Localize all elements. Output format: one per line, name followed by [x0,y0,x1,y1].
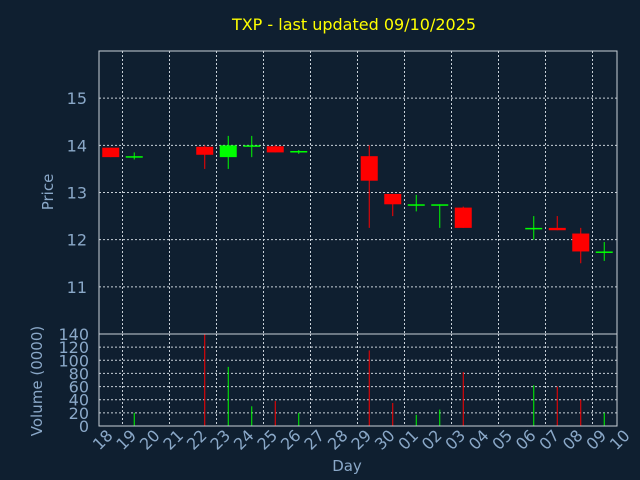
price-tick-label: 14 [67,136,87,155]
candle-body [572,233,590,252]
candle-body [454,207,472,228]
candle-body [595,251,613,253]
candle-body [384,193,402,205]
candle-body [548,227,566,231]
volume-tick-label: 60 [69,378,89,397]
candle-body [360,156,378,181]
price-tick-label: 13 [67,184,87,203]
candle-body [125,156,143,158]
volume-tick-label: 80 [69,364,89,383]
volume-tick-label: 20 [69,404,89,423]
candle-body [290,150,308,153]
price-axis-label: Price [39,174,57,211]
volume-tick-label: 120 [58,338,89,357]
volume-tick-label: 40 [69,391,89,410]
candle-body [243,145,261,147]
candle-body [525,227,543,230]
chart-title: TXP - last updated 09/10/2025 [231,15,476,34]
volume-tick-label: 0 [79,417,89,436]
x-tick-label: 10 [606,426,634,454]
volume-axis-label: Volume (0000) [28,326,46,436]
candle-body [219,145,237,158]
candle-body [102,147,120,158]
price-tick-label: 11 [67,278,87,297]
day-axis-label: Day [332,457,362,475]
candle-body [196,146,214,155]
price-panel: 11 12 13 14 15 [67,50,618,335]
candle-body [431,204,449,206]
volume-tick-label: 140 [58,325,89,344]
price-tick-label: 12 [67,231,87,250]
candle-body [407,204,425,206]
price-tick-label: 15 [67,89,87,108]
volume-tick-label: 100 [58,351,89,370]
x-tick-labels: 1819202122232425262728293001020304050607… [89,426,634,454]
candle-body [266,146,284,153]
volume-frame [98,333,618,427]
